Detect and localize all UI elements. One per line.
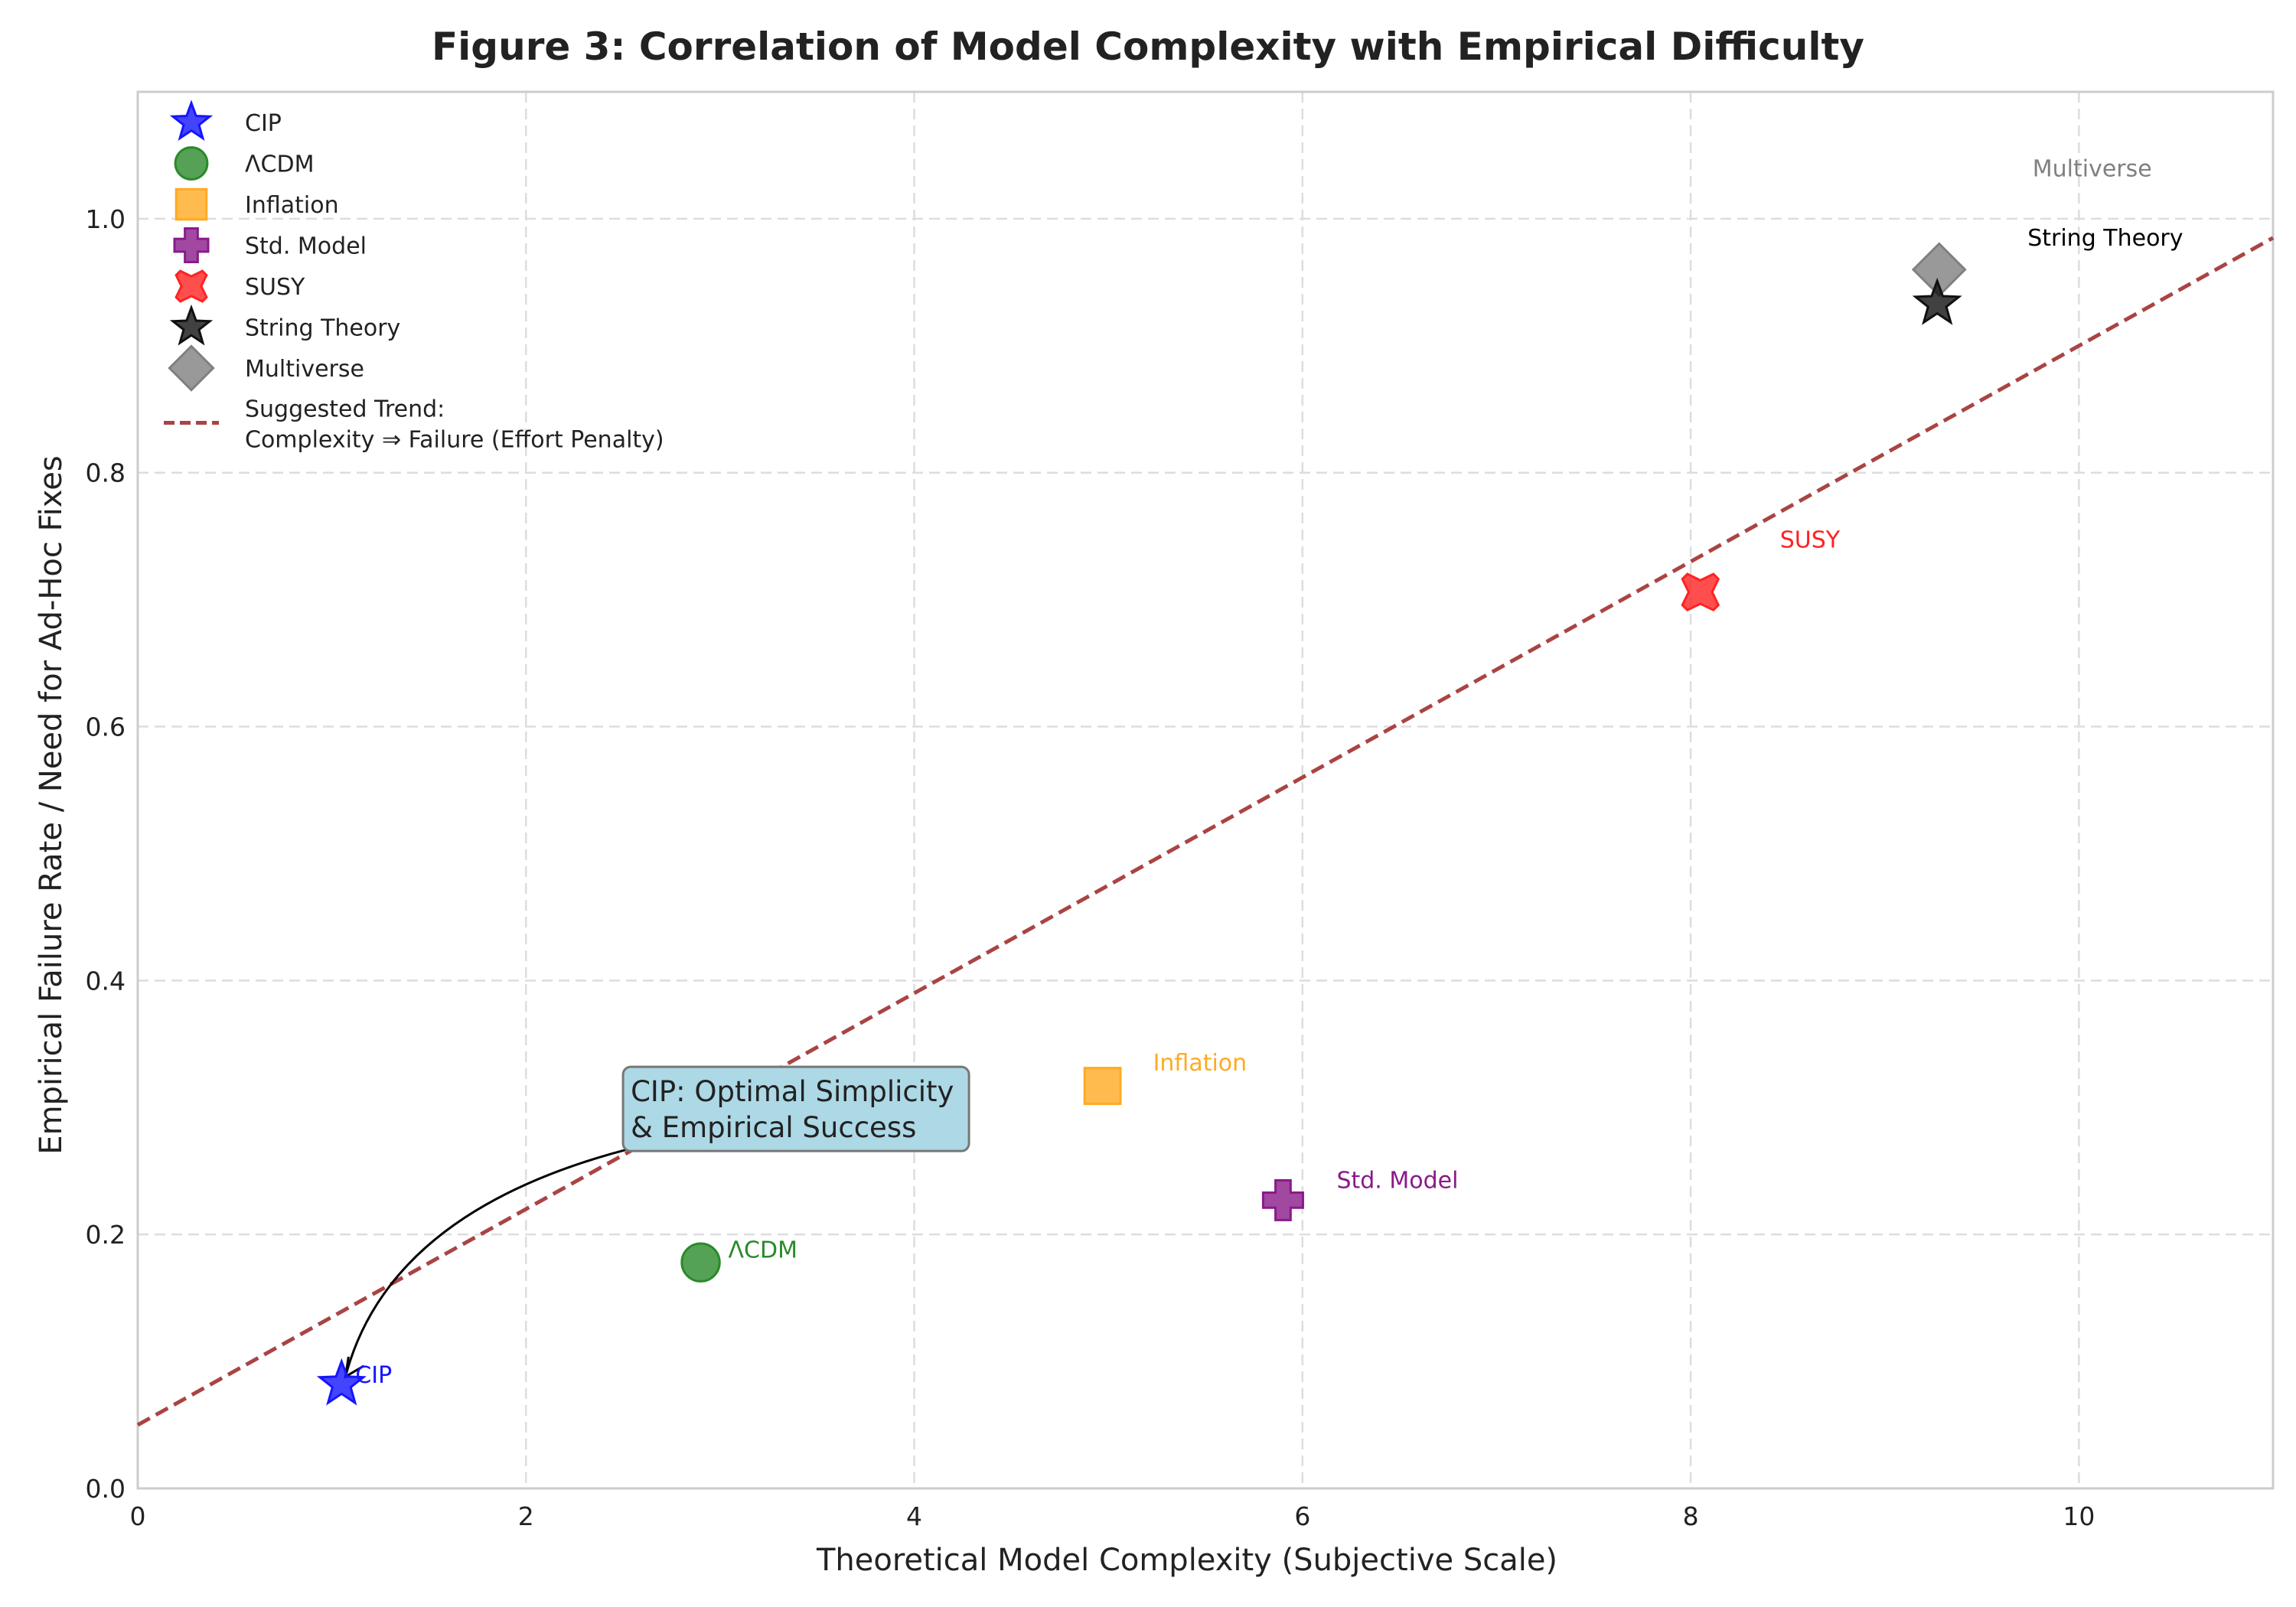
x-tick-label: 10 xyxy=(2063,1501,2095,1531)
trend-line xyxy=(136,236,2275,1427)
y-tick-label: 0.2 xyxy=(86,1220,126,1250)
legend-marker xyxy=(174,187,208,221)
y-tick-label: 0.0 xyxy=(86,1474,126,1504)
y-tick-label: 0.4 xyxy=(86,966,126,996)
legend-trend-label-line1: Suggested Trend: xyxy=(245,396,445,423)
legend-marker xyxy=(169,99,214,141)
point-cdm xyxy=(680,1242,721,1283)
x-tick-label: 0 xyxy=(130,1501,146,1531)
point-label: ΛCDM xyxy=(729,1237,797,1264)
legend-marker xyxy=(168,344,215,392)
point-label: Multiverse xyxy=(2033,155,2152,182)
x-tick-label: 6 xyxy=(1294,1501,1310,1531)
data-points xyxy=(316,242,1967,1406)
legend-entry-label: SUSY xyxy=(245,274,305,301)
x-tick-label: 4 xyxy=(906,1501,922,1531)
legend-marker xyxy=(169,304,214,346)
y-axis-label: Empirical Failure Rate / Need for Ad-Hoc… xyxy=(34,455,69,1154)
legend-marker xyxy=(174,269,208,303)
y-tick-label: 0.8 xyxy=(86,458,126,488)
legend-trend-label-line2: Complexity ⇒ Failure (Effort Penalty) xyxy=(245,427,664,454)
annotation-arrow xyxy=(344,1144,643,1377)
annotation-text-line2: & Empirical Success xyxy=(631,1111,916,1144)
legend-marker xyxy=(173,227,210,263)
point-label: Std. Model xyxy=(1336,1167,1458,1194)
legend-entry-label: Multiverse xyxy=(245,356,364,383)
x-tick-label: 2 xyxy=(518,1501,534,1531)
annotation-box xyxy=(621,1065,970,1152)
point-cip xyxy=(316,1358,367,1406)
legend-entry-label: String Theory xyxy=(245,315,400,342)
x-axis-label: Theoretical Model Complexity (Subjective… xyxy=(816,1543,1557,1578)
y-axis-ticks: 0.0 0.2 0.4 0.6 0.8 1.0 xyxy=(86,204,126,1504)
point-inflation xyxy=(1083,1067,1122,1105)
y-tick-label: 1.0 xyxy=(86,204,126,234)
annotation: CIP: Optimal Simplicity & Empirical Succ… xyxy=(344,1065,970,1379)
legend-marker xyxy=(174,146,209,181)
y-tick-label: 0.6 xyxy=(86,712,126,742)
legend-entry-label: Std. Model xyxy=(245,233,367,260)
x-tick-label: 8 xyxy=(1683,1501,1699,1531)
chart-title: Figure 3: Correlation of Model Complexit… xyxy=(432,24,1864,69)
point-label: CIP xyxy=(355,1362,392,1389)
legend: CIP ΛCDM Inflation Std. Model SUSY String The… xyxy=(164,99,664,454)
point-label: String Theory xyxy=(2027,225,2183,252)
point-std-model xyxy=(1261,1178,1304,1221)
point-string-theory xyxy=(1912,277,1962,325)
x-axis-ticks: 0 2 4 6 8 10 xyxy=(130,1501,2095,1531)
point-label: Inflation xyxy=(1153,1050,1247,1077)
point-labels: CIP ΛCDM Inflation Std. Model SUSY String The… xyxy=(355,155,2183,1389)
legend-entry-label: CIP xyxy=(245,110,282,137)
plot-frame xyxy=(136,90,2275,1490)
legend-entry-label: Inflation xyxy=(245,192,339,219)
point-susy xyxy=(1681,572,1720,612)
annotation-text-line1: CIP: Optimal Simplicity xyxy=(631,1075,954,1108)
legend-entry-label: ΛCDM xyxy=(245,152,314,178)
point-label: SUSY xyxy=(1780,527,1841,554)
